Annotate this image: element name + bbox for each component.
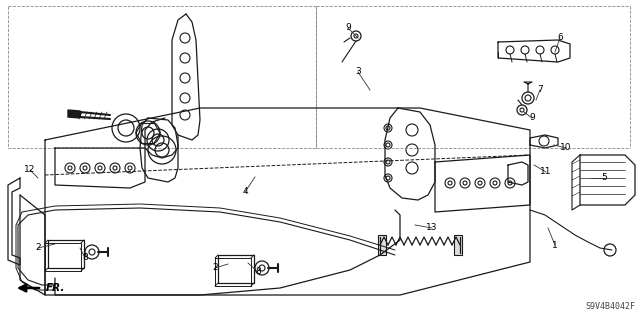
Text: 8: 8 (82, 254, 88, 263)
Text: FR.: FR. (46, 283, 65, 293)
Text: 4: 4 (242, 188, 248, 197)
Text: 12: 12 (24, 166, 36, 174)
Text: S9V4B4042F: S9V4B4042F (585, 302, 635, 311)
Text: 6: 6 (557, 33, 563, 42)
Bar (378, 235, 386, 255)
Text: 10: 10 (560, 144, 572, 152)
Text: 13: 13 (426, 224, 438, 233)
Polygon shape (68, 110, 80, 118)
Text: 3: 3 (355, 68, 361, 77)
Text: 8: 8 (255, 268, 261, 277)
Text: 2: 2 (212, 263, 218, 272)
Text: 7: 7 (537, 85, 543, 94)
Bar (8, 6, 316, 148)
Bar (454, 235, 462, 255)
Text: 2: 2 (35, 243, 41, 253)
Bar (48, 240, 84, 268)
Bar (218, 255, 254, 283)
Text: 9: 9 (345, 24, 351, 33)
Text: 11: 11 (540, 167, 552, 176)
Text: 5: 5 (601, 174, 607, 182)
Text: 1: 1 (552, 241, 558, 249)
Text: 9: 9 (529, 114, 535, 122)
